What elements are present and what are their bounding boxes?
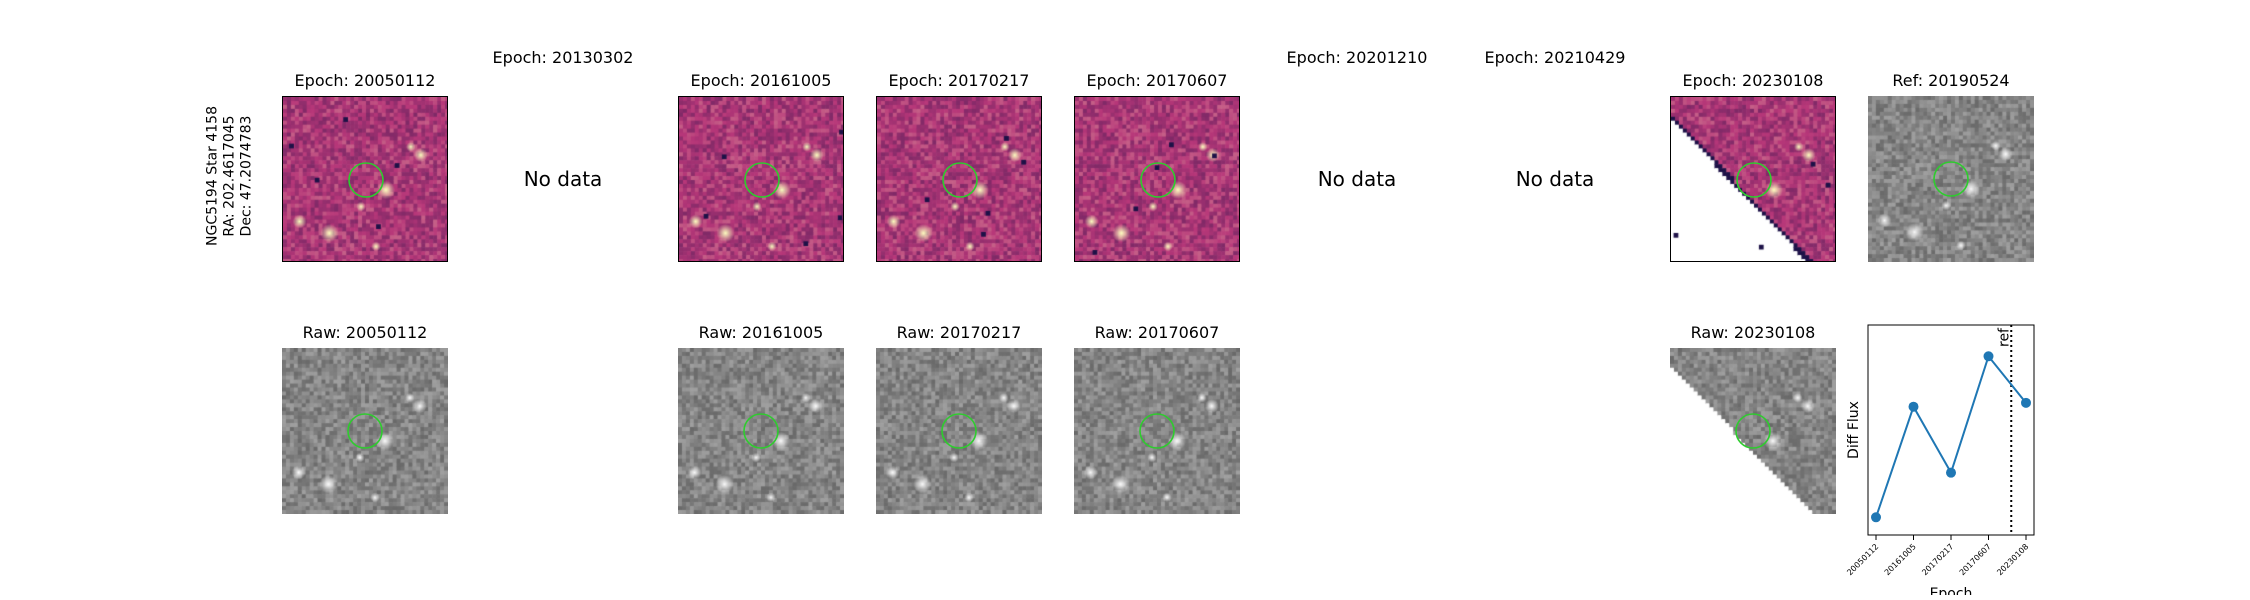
- image-panel-8: [1868, 96, 2034, 262]
- data-point: [2021, 397, 2031, 408]
- panel-title-4: Epoch: 20170607: [1086, 71, 1228, 90]
- raw-title-1: Raw: 20161005: [698, 323, 824, 342]
- target-label-line: RA: 202.4617045: [221, 115, 238, 237]
- image-panel-2: [678, 96, 844, 262]
- target-circle: [942, 162, 978, 198]
- raw-panel-2: [876, 348, 1042, 514]
- x-tick-label: 20050112: [1845, 542, 1880, 577]
- raw-title-0: Raw: 20050112: [302, 323, 428, 342]
- raw-panel-0: [282, 348, 448, 514]
- ref-label: ref: [1996, 327, 2012, 347]
- target-circle: [1735, 413, 1771, 449]
- panel-title-0: Epoch: 20050112: [294, 71, 436, 90]
- raw-panel-1: [678, 348, 844, 514]
- raw-title-3: Raw: 20170607: [1094, 323, 1220, 342]
- image-panel-0: [282, 96, 448, 262]
- no-data-label: No data: [1515, 167, 1595, 191]
- x-tick-label: 20170607: [1958, 542, 1993, 577]
- panel-title-5: Epoch: 20201210: [1286, 48, 1428, 67]
- target-circle: [348, 162, 384, 198]
- target-circle: [1140, 162, 1176, 198]
- target-circle: [743, 413, 779, 449]
- panel-title-1: Epoch: 20130302: [492, 48, 634, 67]
- x-axis-label: Epoch: [1930, 586, 1973, 595]
- y-axis-label: Diff Flux: [1846, 401, 1862, 459]
- image-panel-3: [876, 96, 1042, 262]
- target-circle: [1139, 413, 1175, 449]
- data-point: [1983, 351, 1994, 362]
- panel-title-7: Epoch: 20230108: [1682, 71, 1824, 90]
- target-label: NGC5194 Star 4158 RA: 202.4617045 Dec: 47.…: [205, 106, 256, 246]
- panel-title-6: Epoch: 20210429: [1484, 48, 1626, 67]
- plot-frame: [1867, 324, 2035, 536]
- raw-title-2: Raw: 20170217: [896, 323, 1022, 342]
- raw-panel-4: [1670, 348, 1836, 514]
- panel-title-8: Ref: 20190524: [1892, 71, 2010, 90]
- image-panel-7: [1670, 96, 1836, 262]
- target-circle: [1736, 162, 1772, 198]
- lightcurve-svg: ref 20050112 20161005 20170217 20170607 20230…: [1845, 324, 2035, 595]
- data-point: [1908, 401, 1919, 412]
- target-circle: [347, 413, 383, 449]
- x-tick-label: 20161005: [1883, 542, 1918, 577]
- target-circle: [1933, 161, 1969, 197]
- no-data-label: No data: [1317, 167, 1397, 191]
- target-label-line: Dec: 47.2074783: [238, 115, 255, 237]
- x-tick-label: 20170217: [1920, 542, 1955, 577]
- no-data-label: No data: [523, 167, 603, 191]
- x-tick-label: 20230108: [1995, 542, 2030, 577]
- target-label-line: NGC5194 Star 4158: [204, 106, 221, 246]
- data-point: [1946, 467, 1956, 478]
- target-circle: [744, 162, 780, 198]
- raw-title-4: Raw: 20230108: [1690, 323, 1816, 342]
- target-circle: [941, 413, 977, 449]
- image-panel-4: [1074, 96, 1240, 262]
- raw-panel-3: [1074, 348, 1240, 514]
- panel-title-3: Epoch: 20170217: [888, 71, 1030, 90]
- panel-title-2: Epoch: 20161005: [690, 71, 832, 90]
- data-point: [1871, 512, 1881, 523]
- series-line: [1875, 354, 2027, 518]
